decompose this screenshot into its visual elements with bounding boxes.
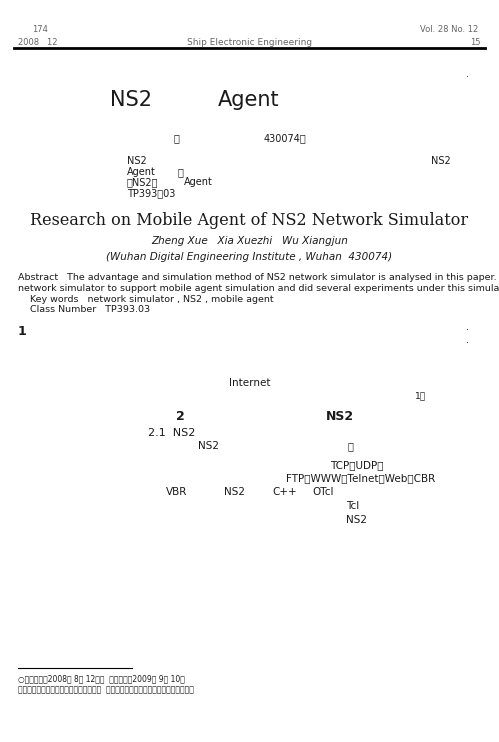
Text: Vol. 28 No. 12: Vol. 28 No. 12 xyxy=(420,25,478,34)
Text: Ship Electronic Engineering: Ship Electronic Engineering xyxy=(187,38,312,47)
Text: NS2: NS2 xyxy=(198,441,219,451)
Text: Tcl: Tcl xyxy=(346,501,359,511)
Text: ·: · xyxy=(466,72,469,82)
Text: 174: 174 xyxy=(32,25,48,34)
Text: NS2: NS2 xyxy=(110,90,152,110)
Text: NS2: NS2 xyxy=(224,487,245,497)
Text: NS2: NS2 xyxy=(326,410,354,423)
Text: ·: · xyxy=(466,325,469,335)
Text: NS2: NS2 xyxy=(346,515,367,525)
Text: Agent: Agent xyxy=(184,177,213,187)
Text: 2: 2 xyxy=(176,410,185,423)
Text: Agent: Agent xyxy=(218,90,279,110)
Text: 1: 1 xyxy=(18,325,27,338)
Text: Research on Mobile Agent of NS2 Network Simulator: Research on Mobile Agent of NS2 Network … xyxy=(30,212,469,229)
Text: (Wuhan Digital Engineering Institute , Wuhan  430074): (Wuhan Digital Engineering Institute , W… xyxy=(106,252,393,262)
Text: ：NS2；: ：NS2； xyxy=(127,177,159,187)
Text: Abstract   The advantage and simulation method of NS2 network simulator is analy: Abstract The advantage and simulation me… xyxy=(18,273,499,282)
Text: FTP，WWW，Telnet，Web，CBR: FTP，WWW，Telnet，Web，CBR xyxy=(286,473,435,483)
Text: TCP，UDP，: TCP，UDP， xyxy=(330,460,384,470)
Text: NS2: NS2 xyxy=(127,156,147,166)
Text: （: （ xyxy=(174,133,180,143)
Text: OTcl: OTcl xyxy=(312,487,333,497)
Text: ○收稿日期：2008年 8月 12日；  修回日期：2009年 9月 10日: ○收稿日期：2008年 8月 12日； 修回日期：2009年 9月 10日 xyxy=(18,674,185,683)
Text: Zheng Xue   Xia Xuezhi   Wu Xiangjun: Zheng Xue Xia Xuezhi Wu Xiangjun xyxy=(151,236,348,246)
Text: ，: ， xyxy=(348,441,354,451)
Text: Key words   network simulator , NS2 , mobile agent: Key words network simulator , NS2 , mobi… xyxy=(30,295,273,304)
Text: 430074）: 430074） xyxy=(264,133,307,143)
Text: NS2: NS2 xyxy=(431,156,451,166)
Text: ，: ， xyxy=(178,167,184,177)
Text: network simulator to support mobile agent simulation and did several experiments: network simulator to support mobile agen… xyxy=(18,284,499,293)
Text: TP393．03: TP393．03 xyxy=(127,188,175,198)
Text: VBR: VBR xyxy=(166,487,188,497)
Text: 2.1  NS2: 2.1 NS2 xyxy=(148,428,196,438)
Text: 张兴，男，讲师，研究方向：计算机网络  夏学志，男，讲师，研究方向：计算机网络: 张兴，男，讲师，研究方向：计算机网络 夏学志，男，讲师，研究方向：计算机网络 xyxy=(18,685,194,694)
Text: 1）: 1） xyxy=(415,391,426,400)
Text: C++: C++ xyxy=(272,487,296,497)
Text: 2008   12: 2008 12 xyxy=(18,38,57,47)
Text: Class Number   TP393.03: Class Number TP393.03 xyxy=(30,305,150,314)
Text: Agent: Agent xyxy=(127,167,156,177)
Text: ·: · xyxy=(466,338,469,348)
Text: 15: 15 xyxy=(471,38,481,47)
Text: Internet: Internet xyxy=(229,378,270,388)
